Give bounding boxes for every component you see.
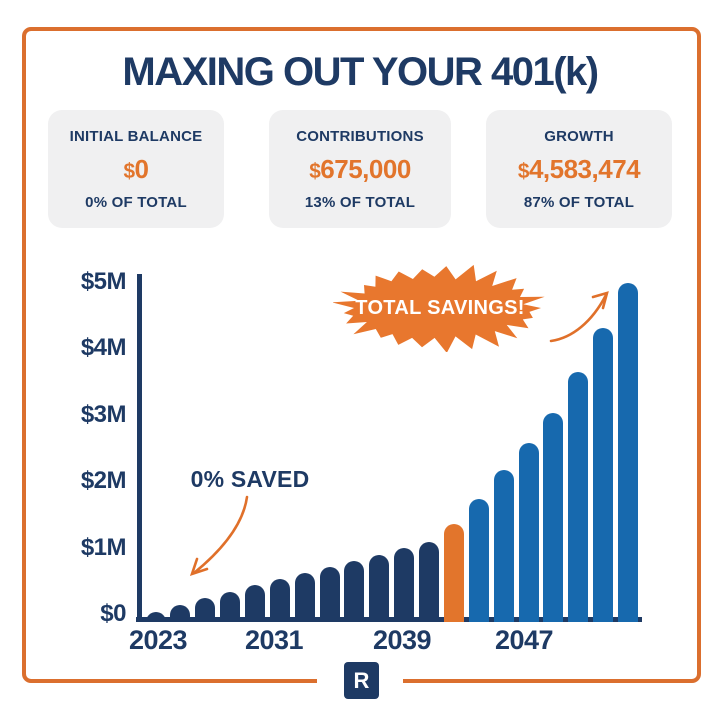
x-tick-label: 2023 bbox=[128, 625, 188, 655]
ramsey-logo: R bbox=[344, 662, 379, 699]
bar bbox=[269, 579, 290, 622]
stat-share: 87% OF TOTAL bbox=[523, 193, 635, 211]
page-title: MAXING OUT YOUR 401(k) bbox=[122, 50, 599, 94]
x-tick-label: 2047 bbox=[494, 625, 554, 655]
stat-label: GROWTH bbox=[544, 127, 614, 145]
bar bbox=[468, 499, 489, 622]
stat-amount: $4,583,474 bbox=[517, 153, 641, 184]
y-tick-label: $5M bbox=[80, 268, 127, 295]
bar bbox=[170, 605, 191, 622]
bar-highlight bbox=[443, 524, 464, 622]
y-tick-label: $1M bbox=[80, 533, 127, 561]
bar bbox=[568, 372, 589, 622]
bar bbox=[394, 548, 415, 622]
y-tick-label: $0 bbox=[100, 600, 126, 627]
bar bbox=[294, 573, 315, 622]
total-savings-callout: TOTAL SAVINGS! bbox=[355, 296, 525, 319]
starburst-shape bbox=[333, 264, 545, 352]
bar bbox=[319, 567, 340, 622]
bar bbox=[195, 598, 216, 622]
bar bbox=[369, 554, 390, 622]
x-tick-label: 2031 bbox=[244, 625, 304, 655]
stat-label: CONTRIBUTIONS bbox=[296, 127, 424, 145]
bar bbox=[543, 412, 564, 622]
bar bbox=[145, 611, 166, 622]
stat-card-initial-balance: INITIAL BALANCE $0 0% OF TOTAL bbox=[48, 110, 224, 228]
bar bbox=[518, 443, 539, 622]
y-axis-line bbox=[137, 274, 142, 622]
bar bbox=[220, 591, 241, 622]
stat-card-growth: GROWTH $4,583,474 87% OF TOTAL bbox=[486, 110, 672, 228]
zero-saved-annotation: 0% SAVED bbox=[190, 466, 310, 492]
stat-amount: $0 bbox=[123, 153, 149, 184]
stat-card-contributions: CONTRIBUTIONS $675,000 13% OF TOTAL bbox=[269, 110, 451, 228]
stat-amount: $675,000 bbox=[309, 153, 411, 184]
stat-share: 13% OF TOTAL bbox=[304, 193, 416, 211]
y-tick-label: $4M bbox=[80, 334, 127, 362]
bar bbox=[593, 328, 614, 622]
ramsey-logo-letter: R bbox=[353, 667, 370, 693]
stat-label: INITIAL BALANCE bbox=[69, 127, 203, 145]
y-tick-label: $3M bbox=[80, 400, 127, 428]
bar bbox=[419, 542, 440, 622]
stat-share: 0% OF TOTAL bbox=[85, 193, 187, 211]
bar bbox=[493, 470, 514, 622]
bar bbox=[244, 584, 265, 622]
bar bbox=[618, 283, 639, 622]
x-tick-label: 2039 bbox=[372, 625, 432, 655]
y-tick-label: $2M bbox=[80, 467, 127, 495]
bar bbox=[344, 560, 365, 622]
